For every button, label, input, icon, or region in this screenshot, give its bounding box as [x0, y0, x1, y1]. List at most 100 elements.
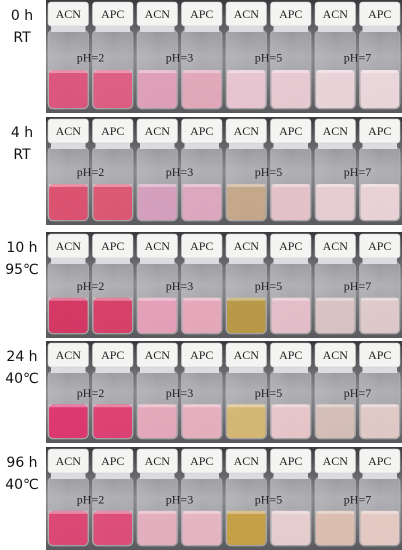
vial-cap: [314, 448, 356, 474]
liquid: [93, 183, 132, 220]
vial-label: APC: [190, 348, 213, 362]
condition-label: 95℃: [5, 262, 39, 278]
vial-neck: [318, 141, 353, 149]
liquid: [182, 510, 221, 545]
vial-neck: [362, 256, 397, 264]
vial-label: ACN: [56, 348, 82, 362]
condition-label: 40℃: [5, 477, 39, 493]
vial-neck: [140, 141, 175, 149]
liquid: [138, 183, 177, 220]
vial-cap: [359, 118, 401, 144]
liquid-meniscus: [49, 510, 88, 514]
liquid-meniscus: [227, 297, 266, 301]
liquid-meniscus: [49, 183, 88, 187]
liquid-meniscus: [49, 70, 88, 74]
vial-label: APC: [368, 7, 391, 21]
liquid: [49, 297, 88, 333]
vial-label: ACN: [323, 454, 349, 468]
vial-cap: [181, 1, 223, 27]
vial-label: ACN: [145, 239, 171, 253]
liquid: [271, 297, 310, 333]
vial-label: APC: [368, 239, 391, 253]
vial-neck: [229, 24, 264, 32]
vial-cap: [359, 1, 401, 27]
liquid-meniscus: [316, 70, 355, 74]
liquid-meniscus: [227, 404, 266, 408]
liquid: [49, 404, 88, 438]
liquid-meniscus: [138, 70, 177, 74]
liquid-meniscus: [182, 510, 221, 514]
vial-cap: [47, 448, 89, 474]
ph-label: pH=5: [255, 279, 282, 293]
vial-label: APC: [368, 124, 391, 138]
vial-cap: [314, 1, 356, 27]
vial-cap: [270, 342, 312, 368]
vial-cap: [270, 448, 312, 474]
time-label: 10 h: [6, 240, 37, 256]
vial-neck: [362, 471, 397, 479]
vial-cap: [181, 448, 223, 474]
vial-neck: [184, 141, 219, 149]
liquid-meniscus: [138, 183, 177, 187]
liquid: [49, 183, 88, 220]
vial-neck: [229, 141, 264, 149]
vial-label: APC: [279, 348, 302, 362]
liquid: [138, 297, 177, 333]
vial-label: APC: [190, 239, 213, 253]
time-label: 96 h: [6, 455, 37, 471]
vial-neck: [229, 256, 264, 264]
liquid: [360, 404, 399, 438]
vial-label: ACN: [56, 454, 82, 468]
vial-cap: [225, 342, 267, 368]
liquid-meniscus: [360, 183, 399, 187]
vial-neck: [95, 471, 130, 479]
liquid: [49, 510, 88, 545]
vial-label: APC: [279, 7, 302, 21]
vial-label: APC: [101, 239, 124, 253]
liquid: [182, 404, 221, 438]
ph-label: pH=5: [255, 165, 282, 179]
vial-label: APC: [101, 454, 124, 468]
vial-neck: [51, 365, 86, 373]
vial-cap: [314, 118, 356, 144]
liquid: [182, 297, 221, 333]
vial-label: ACN: [323, 124, 349, 138]
ph-label: pH=7: [344, 386, 371, 400]
ph-label: pH=7: [344, 165, 371, 179]
vial-label: ACN: [56, 239, 82, 253]
vial-neck: [51, 24, 86, 32]
vial-cap: [314, 233, 356, 259]
liquid-meniscus: [93, 404, 132, 408]
vial-label: ACN: [56, 124, 82, 138]
vial-cap: [92, 448, 134, 474]
vial-label: ACN: [234, 348, 260, 362]
liquid-meniscus: [182, 183, 221, 187]
vial-neck: [140, 24, 175, 32]
vial-cap: [270, 118, 312, 144]
vial-neck: [362, 141, 397, 149]
vial-neck: [184, 471, 219, 479]
liquid: [360, 183, 399, 220]
liquid-meniscus: [49, 297, 88, 301]
liquid: [316, 297, 355, 333]
vial-label: APC: [368, 454, 391, 468]
liquid: [93, 70, 132, 108]
ph-label: pH=3: [166, 492, 193, 506]
liquid-meniscus: [271, 70, 310, 74]
liquid-meniscus: [360, 510, 399, 514]
liquid: [360, 70, 399, 108]
liquid: [227, 404, 266, 438]
vial-label: APC: [101, 348, 124, 362]
condition-label: RT: [13, 30, 31, 46]
vial-neck: [318, 471, 353, 479]
liquid: [360, 297, 399, 333]
vial-cap: [47, 118, 89, 144]
ph-label: pH=7: [344, 492, 371, 506]
vial-neck: [140, 365, 175, 373]
liquid: [49, 70, 88, 108]
liquid-meniscus: [316, 297, 355, 301]
liquid-meniscus: [93, 297, 132, 301]
liquid-meniscus: [138, 510, 177, 514]
ph-label: pH=3: [166, 165, 193, 179]
liquid: [93, 297, 132, 333]
